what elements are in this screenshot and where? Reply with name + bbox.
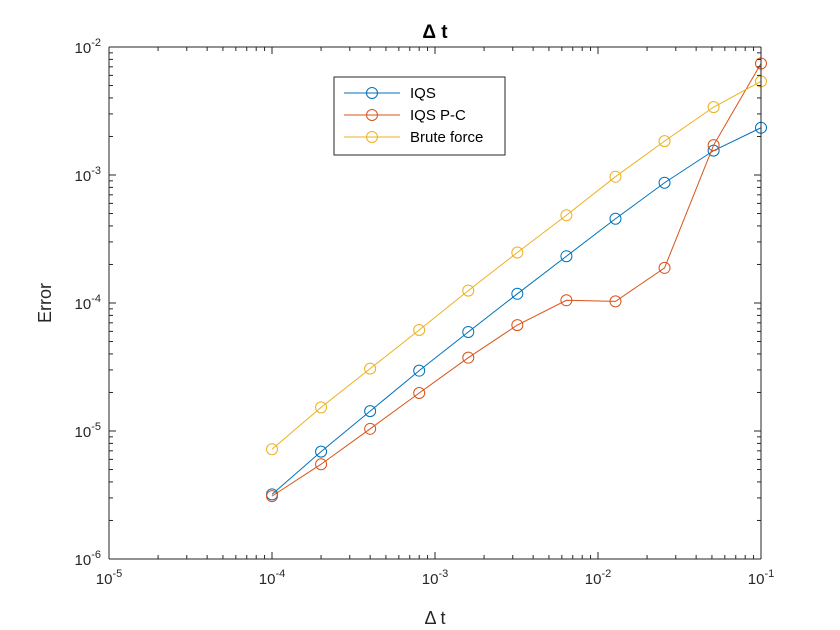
x-tick-label-exponent: -5 — [112, 568, 122, 580]
data-point-brute-force — [315, 401, 328, 414]
data-point-iqs — [609, 212, 622, 225]
data-point-brute-force — [707, 101, 720, 114]
x-tick-label-exponent: -2 — [601, 568, 611, 580]
data-point-iqs — [658, 176, 671, 189]
y-axis-title: Error — [35, 283, 55, 323]
y-tick-label-exponent: -4 — [91, 293, 101, 305]
series-line-iqs — [271, 127, 762, 495]
y-tick-label: 10-4 — [75, 293, 101, 313]
legend-label-iqs-p-c: IQS P-C — [410, 107, 466, 124]
data-point-iqs-p-c — [658, 261, 671, 274]
data-point-brute-force — [266, 443, 278, 456]
x-tick-label-exponent: -3 — [438, 568, 448, 580]
legend-label-brute-force: Brute force — [410, 129, 483, 146]
x-tick-label-base: 10 — [748, 571, 765, 588]
y-tick-label: 10-2 — [75, 37, 101, 57]
data-point-iqs-p-c — [266, 490, 278, 503]
data-point-brute-force — [413, 324, 426, 337]
y-tick-label-base: 10 — [75, 424, 92, 441]
x-axis-title: Δ t — [424, 608, 445, 628]
data-point-iqs-p-c — [315, 458, 328, 471]
series-brute-force — [266, 75, 767, 456]
legend-box — [333, 76, 506, 156]
series-layer — [266, 57, 767, 503]
legend-label-iqs: IQS — [410, 85, 436, 102]
y-tick-label-exponent: -6 — [91, 549, 101, 561]
data-point-brute-force — [364, 362, 377, 375]
legend: IQS IQS P-C Brute force — [333, 76, 506, 156]
x-tick-label-base: 10 — [422, 571, 439, 588]
data-point-brute-force — [462, 284, 475, 297]
data-point-iqs-p-c — [511, 319, 524, 332]
y-tick-label-base: 10 — [75, 40, 92, 57]
data-point-iqs — [511, 287, 524, 300]
x-tick-label: 10-2 — [585, 568, 611, 588]
x-tick-label-base: 10 — [96, 571, 113, 588]
y-tick-label: 10-3 — [75, 165, 101, 185]
y-tick-label-base: 10 — [75, 552, 92, 569]
data-point-iqs — [560, 250, 573, 263]
data-point-brute-force — [609, 170, 622, 183]
y-tick-label-exponent: -3 — [91, 165, 101, 177]
data-point-iqs-p-c — [609, 295, 622, 308]
x-tick-label: 10-4 — [259, 568, 285, 588]
legend-marker-brute-force — [366, 131, 378, 143]
x-tick-label: 10-5 — [96, 568, 122, 588]
data-point-iqs — [462, 325, 475, 338]
data-point-brute-force — [658, 135, 671, 148]
x-tick-label-exponent: -1 — [764, 568, 774, 580]
y-tick-label-exponent: -2 — [91, 37, 101, 49]
series-line-brute-force — [271, 80, 762, 450]
legend-marker-iqs — [366, 87, 378, 99]
data-point-iqs — [413, 364, 426, 377]
data-point-brute-force — [560, 209, 573, 222]
data-point-iqs-p-c — [707, 139, 720, 152]
y-tick-label-exponent: -5 — [91, 421, 101, 433]
series-iqs-p-c — [266, 57, 767, 503]
x-tick-label-exponent: -4 — [275, 568, 285, 580]
data-point-iqs-p-c — [560, 294, 573, 307]
x-tick-label-base: 10 — [585, 571, 602, 588]
data-point-iqs — [315, 445, 328, 458]
y-tick-label-base: 10 — [75, 168, 92, 185]
data-point-iqs — [364, 405, 377, 418]
series-iqs — [266, 121, 767, 501]
legend-marker-iqs-p-c — [366, 109, 378, 121]
x-tick-label-base: 10 — [259, 571, 276, 588]
series-line-iqs-p-c — [271, 63, 762, 497]
axes-layer: 10-5 10-4 10-3 10-2 10-110-610-510-410-310-2 — [75, 37, 775, 588]
y-tick-label-base: 10 — [75, 296, 92, 313]
y-tick-label: 10-5 — [75, 421, 101, 441]
data-point-brute-force — [511, 246, 524, 259]
y-tick-label: 10-6 — [75, 549, 101, 569]
data-point-iqs-p-c — [462, 351, 475, 364]
x-tick-label: 10-1 — [748, 568, 774, 588]
chart-title: Δ t — [422, 22, 448, 43]
data-point-iqs-p-c — [364, 422, 377, 435]
x-tick-label: 10-3 — [422, 568, 448, 588]
data-point-iqs-p-c — [413, 387, 426, 400]
